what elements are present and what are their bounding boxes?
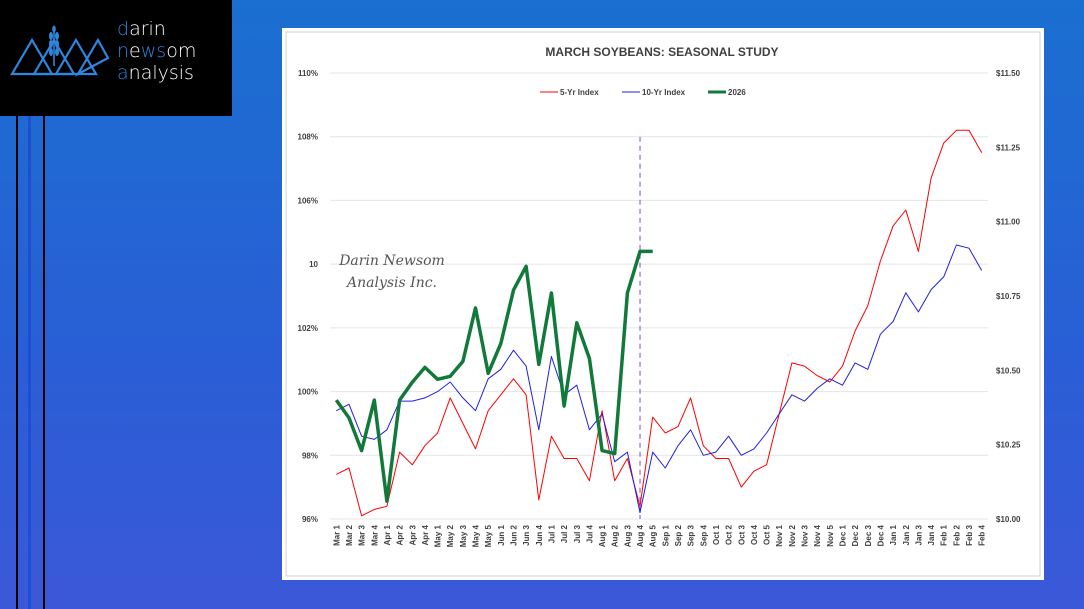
x-tick-label: Nov 3 [801,524,810,546]
x-tick-label: Oct 2 [725,524,734,545]
decorative-rule [28,116,31,609]
x-tick-label: Dec 3 [864,524,873,546]
x-tick-label: Nov 5 [826,524,835,546]
x-tick-label: Nov 2 [788,524,797,546]
x-tick-label: Nov 1 [775,524,784,546]
x-tick-label: Aug 2 [611,524,620,547]
x-tick-label: Oct 4 [750,524,759,545]
x-tick-label: Sep 1 [661,524,670,546]
y-left-tick-label: 98% [302,451,318,460]
y-left-tick-label: 108% [298,133,318,142]
series-line-2026 [334,249,653,503]
x-tick-label: Aug 4 [636,524,645,547]
x-tick-label: May 5 [484,524,493,547]
x-tick-label: Jun 2 [509,524,518,545]
y-left-tick-label: 100% [298,388,318,397]
x-tick-label: Jul 1 [547,524,556,543]
chart-canvas: MARCH SOYBEANS: SEASONAL STUDY 96% 98% 100%… [285,31,1041,577]
x-tick-label: May 2 [446,524,455,547]
y-right-tick-label: $10.75 [996,292,1021,301]
x-tick-label: Jun 3 [522,524,531,545]
y-right-tick-label: $11.00 [996,218,1021,227]
x-tick-label: Mar 4 [370,524,379,545]
y-left-tick-label: 102% [298,324,318,333]
x-tick-label: Feb 1 [940,524,949,545]
x-tick-label: Mar 1 [332,524,341,545]
x-tick-label: Feb 3 [965,524,974,545]
x-tick-label: Jan 1 [889,524,898,545]
x-tick-label: Apr 1 [383,524,392,545]
x-tick-label: Sep 2 [674,524,683,546]
y-right-tick-label: $10.50 [996,366,1021,375]
watermark-line: Analysis Inc. [347,275,437,291]
x-tick-label: Jan 3 [914,524,923,545]
x-tick-label: Dec 2 [851,524,860,546]
x-tick-label: Sep 4 [699,524,708,546]
x-tick-label: Jan 4 [927,524,936,545]
y-right-tick-label: $10.00 [996,515,1021,524]
x-tick-label: Oct 1 [712,524,721,545]
decorative-rule [43,116,45,609]
mountain-wheat-logo-icon [10,25,110,77]
brand-wordmark: darin newsom analysis [117,18,197,84]
x-tick-label: Jan 2 [902,524,911,545]
series-line-10-yr-index [336,244,983,514]
y-right-tick-label: $10.25 [996,441,1021,450]
y-left-tick-label: 106% [298,196,318,205]
seasonal-chart: MARCH SOYBEANS: SEASONAL STUDY 96% 98% 100%… [282,28,1044,580]
brand-logo: darin newsom analysis [0,0,232,116]
x-tick-label: Aug 1 [598,524,607,547]
x-tick-label: Apr 2 [396,524,405,545]
x-tick-label: Oct 5 [763,524,772,545]
legend-label: 5-Yr Index [560,88,599,97]
series-line-5-yr-index [336,129,983,517]
x-tick-label: Aug 5 [649,524,658,547]
y-right-tick-label: $11.50 [996,69,1021,78]
x-tick-label: Nov 4 [813,524,822,546]
decorative-rule [16,116,18,609]
legend-label: 10-Yr Index [642,88,686,97]
y-left-tick-label: 10 [309,260,318,269]
watermark: Darin Newsom Analysis Inc. [332,250,452,294]
y-right-tick-label: $11.25 [996,143,1021,152]
x-tick-label: May 3 [459,524,468,547]
x-tick-label: Jul 2 [560,524,569,543]
x-tick-label: Feb 2 [952,524,961,545]
x-tick-label: Mar 3 [358,524,367,545]
x-tick-label: May 4 [472,524,481,547]
x-tick-label: Dec 1 [838,524,847,546]
chart-border [285,31,1041,577]
x-tick-label: Mar 2 [345,524,354,545]
x-tick-label: May 1 [434,524,443,547]
x-tick-label: Jul 4 [585,524,594,543]
x-tick-label: Aug 3 [623,524,632,547]
legend-label: 2026 [728,88,746,97]
x-tick-label: Jun 1 [497,524,506,545]
x-tick-label: Jul 3 [573,524,582,543]
x-tick-label: Sep 3 [687,524,696,546]
y-left-tick-label: 96% [302,515,318,524]
x-tick-label: Apr 3 [408,524,417,545]
x-tick-label: Dec 4 [876,524,885,546]
x-tick-label: Oct 3 [737,524,746,545]
watermark-line: Darin Newsom [339,253,445,269]
chart-title: MARCH SOYBEANS: SEASONAL STUDY [545,45,778,59]
x-tick-label: Apr 4 [421,524,430,545]
y-left-tick-label: 110% [298,69,318,78]
x-tick-label: Jun 4 [535,524,544,545]
x-tick-label: Feb 4 [978,524,987,545]
